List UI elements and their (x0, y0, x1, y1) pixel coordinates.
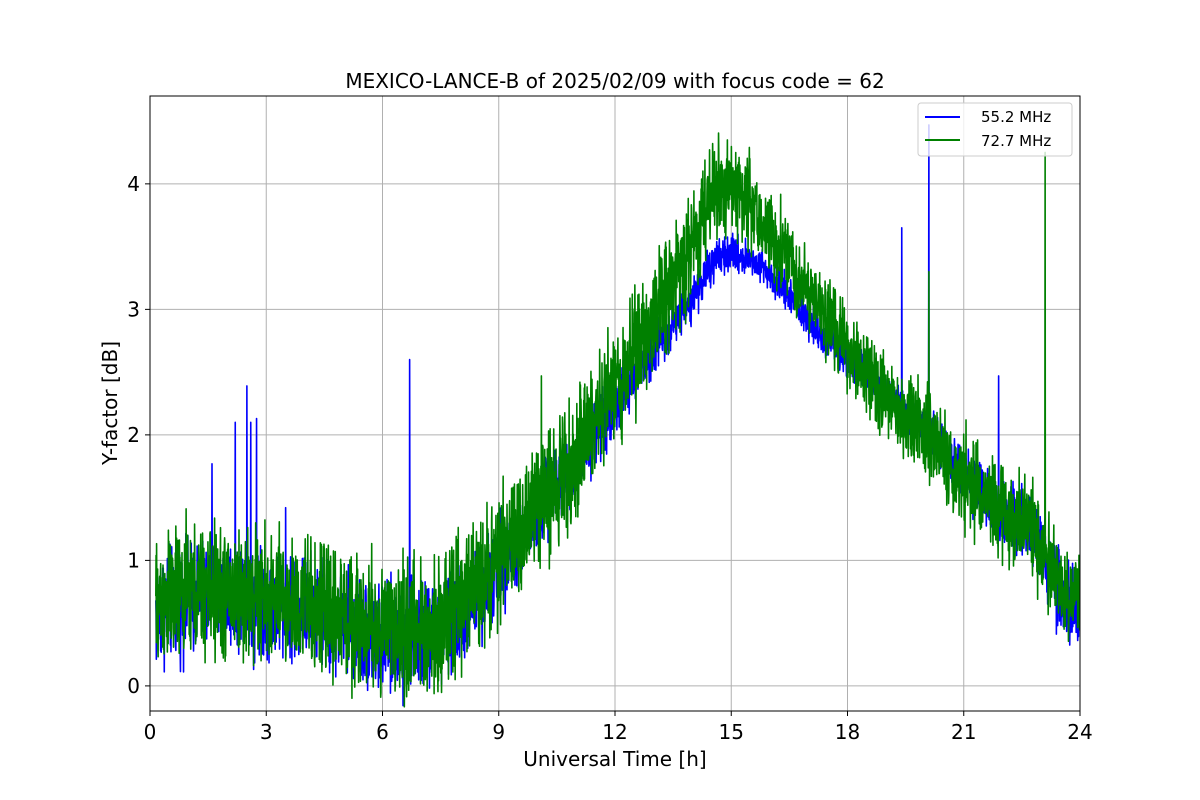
series-line-2 (155, 132, 1080, 708)
chart-title: MEXICO-LANCE-B of 2025/02/09 with focus … (345, 69, 884, 93)
y-tick-label: 0 (127, 674, 140, 698)
y-tick-label: 2 (127, 423, 140, 447)
x-tick-label: 0 (144, 720, 157, 744)
x-tick-label: 18 (835, 720, 860, 744)
legend-label-series-2: 72.7 MHz (981, 132, 1051, 150)
x-tick-label: 3 (260, 720, 273, 744)
y-tick-label: 4 (127, 172, 140, 196)
x-tick-label: 12 (602, 720, 627, 744)
x-tick-label: 21 (951, 720, 976, 744)
y-tick-label: 3 (127, 297, 140, 321)
x-axis-label: Universal Time [h] (523, 747, 706, 771)
x-tick-label: 9 (492, 720, 505, 744)
series-layer (155, 124, 1080, 708)
legend: 55.2 MHz 72.7 MHz (917, 102, 1073, 157)
x-tick-label: 24 (1067, 720, 1092, 744)
y-tick-label: 1 (127, 548, 140, 572)
x-tick-label: 15 (719, 720, 744, 744)
y-axis-label: Y-factor [dB] (98, 341, 122, 466)
x-tick-label: 6 (376, 720, 389, 744)
legend-label-series-1: 55.2 MHz (981, 108, 1051, 126)
